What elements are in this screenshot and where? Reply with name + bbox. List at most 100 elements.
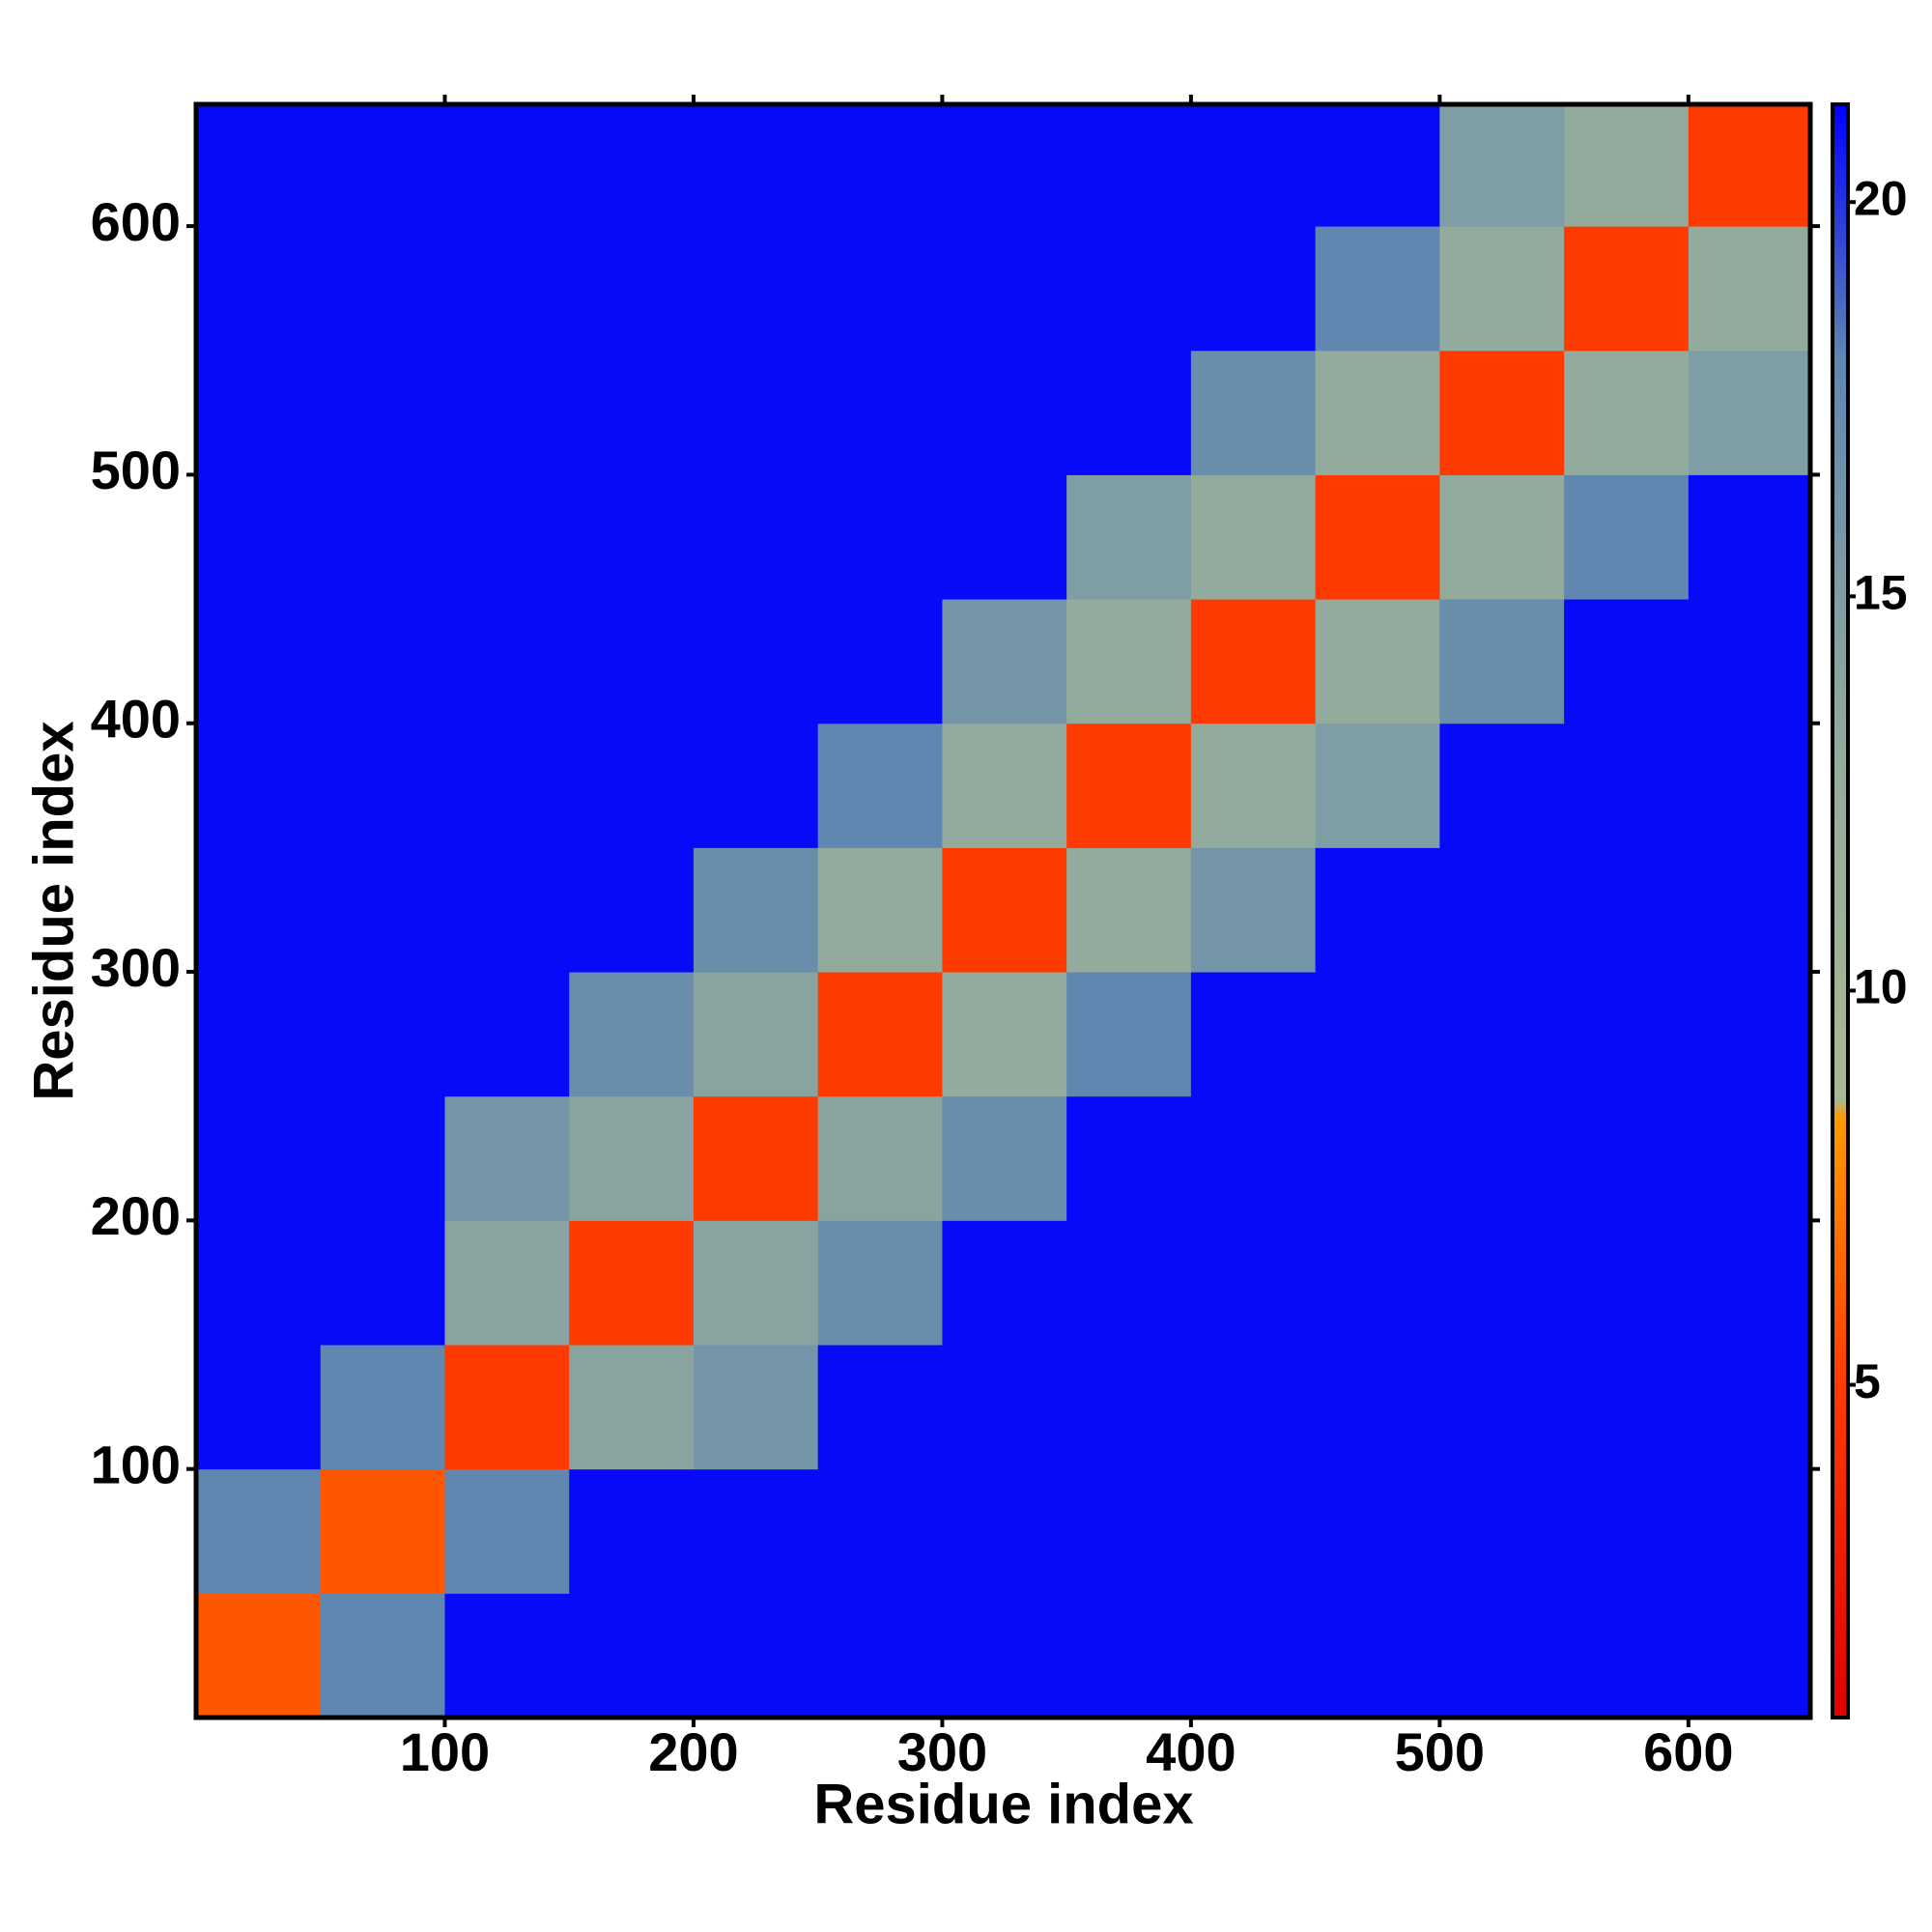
x-tick-label: 400 bbox=[1146, 1721, 1236, 1782]
heatmap-cell bbox=[1439, 972, 1565, 1097]
heatmap-cell bbox=[320, 1095, 445, 1221]
heatmap-cell bbox=[693, 847, 819, 973]
heatmap-cell bbox=[1315, 350, 1440, 475]
heatmap-cell bbox=[942, 723, 1067, 848]
heatmap-cell bbox=[1190, 1220, 1317, 1346]
heatmap-cell bbox=[1688, 1468, 1810, 1594]
heatmap-cell bbox=[1190, 1468, 1317, 1594]
heatmap-cell bbox=[1439, 1095, 1565, 1221]
heatmap-cell bbox=[942, 104, 1067, 227]
heatmap-cell bbox=[196, 1468, 322, 1594]
y-tick-label: 500 bbox=[91, 440, 181, 500]
heatmap-cell bbox=[1439, 1593, 1565, 1718]
heatmap-cell bbox=[196, 474, 322, 600]
heatmap-cell bbox=[569, 723, 695, 848]
colorbar-tick-label: 10 bbox=[1854, 960, 1908, 1014]
heatmap-cell bbox=[693, 1468, 819, 1594]
heatmap-cell bbox=[1688, 1095, 1810, 1221]
heatmap-cell bbox=[1315, 104, 1440, 227]
heatmap-cell bbox=[1190, 599, 1317, 724]
heatmap-cell bbox=[693, 972, 819, 1097]
heatmap-cell bbox=[569, 1593, 695, 1718]
heatmap-cell bbox=[942, 972, 1067, 1097]
heatmap-cell bbox=[817, 350, 943, 475]
heatmap-cell bbox=[1066, 1593, 1192, 1718]
heatmap-cell bbox=[942, 599, 1067, 724]
heatmap-cell bbox=[444, 1593, 570, 1718]
heatmap-cell bbox=[1190, 1095, 1317, 1221]
heatmap-cell bbox=[693, 350, 819, 475]
heatmap-cell bbox=[693, 723, 819, 848]
heatmap-cell bbox=[1688, 847, 1810, 973]
heatmap-cell bbox=[693, 1593, 819, 1718]
heatmap-cell bbox=[817, 1095, 943, 1221]
heatmap-cell bbox=[196, 1345, 322, 1470]
heatmap-cell bbox=[196, 972, 322, 1097]
heatmap-cell bbox=[444, 1220, 570, 1346]
heatmap-cell bbox=[444, 226, 570, 352]
heatmap-cell bbox=[569, 1345, 695, 1470]
heatmap-cell bbox=[942, 1220, 1067, 1346]
heatmap-cell bbox=[693, 474, 819, 600]
heatmap-cell bbox=[1439, 723, 1565, 848]
heatmap-cell bbox=[569, 226, 695, 352]
heatmap-cell bbox=[1315, 474, 1440, 600]
heatmap-cell bbox=[196, 847, 322, 973]
heatmap-cell bbox=[196, 104, 322, 227]
heatmap-cell bbox=[444, 1468, 570, 1594]
heatmap-cell bbox=[942, 1468, 1067, 1594]
heatmap-cell bbox=[196, 1593, 322, 1718]
x-tick-label: 600 bbox=[1643, 1721, 1733, 1782]
heatmap-cell bbox=[693, 1220, 819, 1346]
heatmap-cell bbox=[1315, 1220, 1440, 1346]
heatmap-cell bbox=[693, 104, 819, 227]
heatmap-cell bbox=[1315, 599, 1440, 724]
heatmap-cell bbox=[196, 1095, 322, 1221]
heatmap-cell bbox=[196, 599, 322, 724]
heatmap-cell bbox=[196, 226, 322, 352]
heatmap-cell bbox=[1066, 847, 1192, 973]
heatmap-cell bbox=[444, 599, 570, 724]
heatmap-cell bbox=[1066, 104, 1192, 227]
heatmap-cell bbox=[444, 1345, 570, 1470]
heatmap-cell bbox=[1066, 1095, 1192, 1221]
heatmap-cell bbox=[817, 1345, 943, 1470]
heatmap-cell bbox=[817, 599, 943, 724]
heatmap-cell bbox=[942, 226, 1067, 352]
colorbar-tick-label: 20 bbox=[1854, 171, 1908, 225]
heatmap-cell bbox=[817, 1220, 943, 1346]
heatmap-cell bbox=[444, 104, 570, 227]
heatmap-cell bbox=[1190, 847, 1317, 973]
heatmap-cell bbox=[942, 1593, 1067, 1718]
heatmap-cell bbox=[1439, 104, 1565, 227]
x-tick-label: 200 bbox=[648, 1721, 738, 1782]
heatmap-cell bbox=[444, 1095, 570, 1221]
heatmap-cell bbox=[1439, 847, 1565, 973]
heatmap-cell bbox=[444, 972, 570, 1097]
x-tick-label: 500 bbox=[1395, 1721, 1485, 1782]
heatmap-cell bbox=[1066, 474, 1192, 600]
heatmap-cell bbox=[1315, 1345, 1440, 1470]
heatmap-cell bbox=[1439, 1220, 1565, 1346]
heatmap-cell bbox=[1315, 1468, 1440, 1594]
heatmap bbox=[196, 104, 1810, 1718]
heatmap-cell bbox=[817, 1468, 943, 1594]
y-axis-label: Residue index bbox=[22, 721, 85, 1100]
heatmap-cell bbox=[569, 1095, 695, 1221]
heatmap-cell bbox=[320, 972, 445, 1097]
heatmap-cell bbox=[1190, 104, 1317, 227]
y-tick-label: 100 bbox=[91, 1434, 181, 1494]
heatmap-cell bbox=[1315, 1095, 1440, 1221]
heatmap-cell bbox=[1688, 1593, 1810, 1718]
heatmap-cell bbox=[942, 474, 1067, 600]
heatmap-cell bbox=[1688, 104, 1810, 227]
heatmap-cell bbox=[320, 104, 445, 227]
heatmap-cell bbox=[569, 104, 695, 227]
heatmap-cell bbox=[1066, 350, 1192, 475]
heatmap-cell bbox=[1066, 226, 1192, 352]
heatmap-cell bbox=[817, 226, 943, 352]
heatmap-cell bbox=[569, 1220, 695, 1346]
heatmap-cell bbox=[942, 847, 1067, 973]
heatmap-cell bbox=[817, 1593, 943, 1718]
